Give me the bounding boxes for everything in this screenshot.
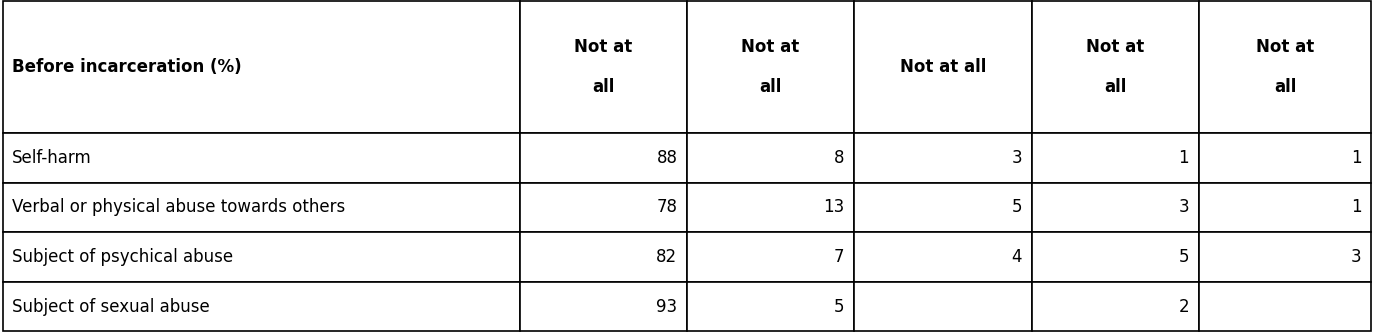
Text: all: all [1274,78,1296,96]
Bar [687,183,855,232]
Bar [3,133,519,183]
Text: 3: 3 [1179,198,1190,216]
Text: Verbal or physical abuse towards others: Verbal or physical abuse towards others [12,198,346,216]
Bar [519,282,687,331]
Text: 3: 3 [1351,248,1362,266]
Text: 3: 3 [1011,149,1022,167]
Text: 4: 4 [1011,248,1022,266]
Text: all: all [592,78,614,96]
Bar [855,1,1032,133]
Text: 1: 1 [1351,149,1362,167]
Text: 93: 93 [657,297,677,315]
Text: 5: 5 [1011,198,1022,216]
Text: 1: 1 [1351,198,1362,216]
Text: 78: 78 [657,198,677,216]
Text: 5: 5 [834,297,845,315]
Bar [1032,133,1200,183]
Bar [1032,232,1200,282]
Text: Self-harm: Self-harm [12,149,92,167]
Text: Before incarceration (%): Before incarceration (%) [12,58,242,76]
Bar [1032,183,1200,232]
Bar [3,282,519,331]
Bar [687,282,855,331]
Bar [855,232,1032,282]
Bar [1032,1,1200,133]
Bar [519,1,687,133]
Text: 2: 2 [1179,297,1190,315]
Bar [519,133,687,183]
Text: Subject of sexual abuse: Subject of sexual abuse [12,297,210,315]
Text: 7: 7 [834,248,845,266]
Text: Not at: Not at [742,38,800,56]
Text: Not at: Not at [574,38,632,56]
Text: 8: 8 [834,149,845,167]
Bar [1200,133,1371,183]
Text: Subject of psychical abuse: Subject of psychical abuse [12,248,234,266]
Text: Not at: Not at [1256,38,1314,56]
Bar [519,232,687,282]
Bar [855,282,1032,331]
Bar [687,133,855,183]
Text: 82: 82 [657,248,677,266]
Text: all: all [760,78,782,96]
Bar [519,183,687,232]
Text: 13: 13 [823,198,845,216]
Bar [1200,183,1371,232]
Bar [687,232,855,282]
Bar [1200,232,1371,282]
Bar [855,133,1032,183]
Bar [3,232,519,282]
Text: 1: 1 [1179,149,1190,167]
Text: Not at all: Not at all [900,58,987,76]
Bar [3,183,519,232]
Bar [1200,282,1371,331]
Text: Not at: Not at [1087,38,1145,56]
Text: 88: 88 [657,149,677,167]
Bar [855,183,1032,232]
Bar [3,1,519,133]
Text: all: all [1105,78,1127,96]
Bar [687,1,855,133]
Bar [1032,282,1200,331]
Bar [1200,1,1371,133]
Text: 5: 5 [1179,248,1190,266]
